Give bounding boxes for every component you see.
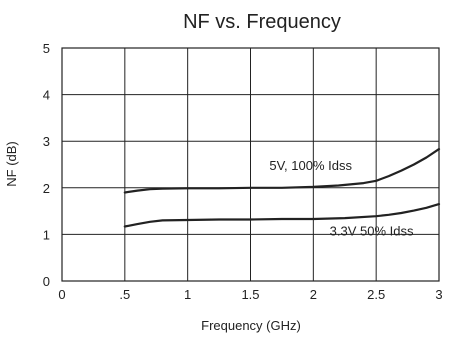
y-tick-label: 3 — [43, 134, 50, 149]
x-tick-label: 1.5 — [241, 287, 259, 302]
x-tick-label: 2 — [310, 287, 317, 302]
y-tick-label: 1 — [43, 227, 50, 242]
series-annotation-2: 3.3V 50% Idss — [330, 223, 414, 238]
x-tick-label: 1 — [184, 287, 191, 302]
plot-frame — [61, 47, 440, 282]
y-tick-label: 0 — [43, 274, 50, 289]
chart-title: NF vs. Frequency — [183, 11, 341, 33]
annotation-layer: 5V, 100% Idss 3.3V 50% Idss — [269, 158, 414, 238]
x-tick-label: 2.5 — [367, 287, 385, 302]
y-tick-label: 4 — [43, 88, 50, 103]
y-axis-label: NF (dB) — [4, 141, 19, 187]
grid-layer — [62, 48, 439, 281]
y-tick-labels: 0 1 2 3 4 5 — [43, 41, 50, 289]
series-annotation-1: 5V, 100% Idss — [269, 158, 352, 173]
x-axis-label: Frequency (GHz) — [201, 318, 301, 333]
series-line-1 — [123, 148, 441, 194]
series-layer — [123, 148, 441, 228]
x-tick-label: 0 — [58, 287, 65, 302]
series-line-2 — [123, 203, 441, 228]
x-tick-labels: 0 .5 1 1.5 2 2.5 3 — [58, 287, 442, 302]
y-tick-label: 5 — [43, 41, 50, 56]
y-tick-label: 2 — [43, 181, 50, 196]
x-tick-label: .5 — [119, 287, 130, 302]
x-tick-label: 3 — [435, 287, 442, 302]
